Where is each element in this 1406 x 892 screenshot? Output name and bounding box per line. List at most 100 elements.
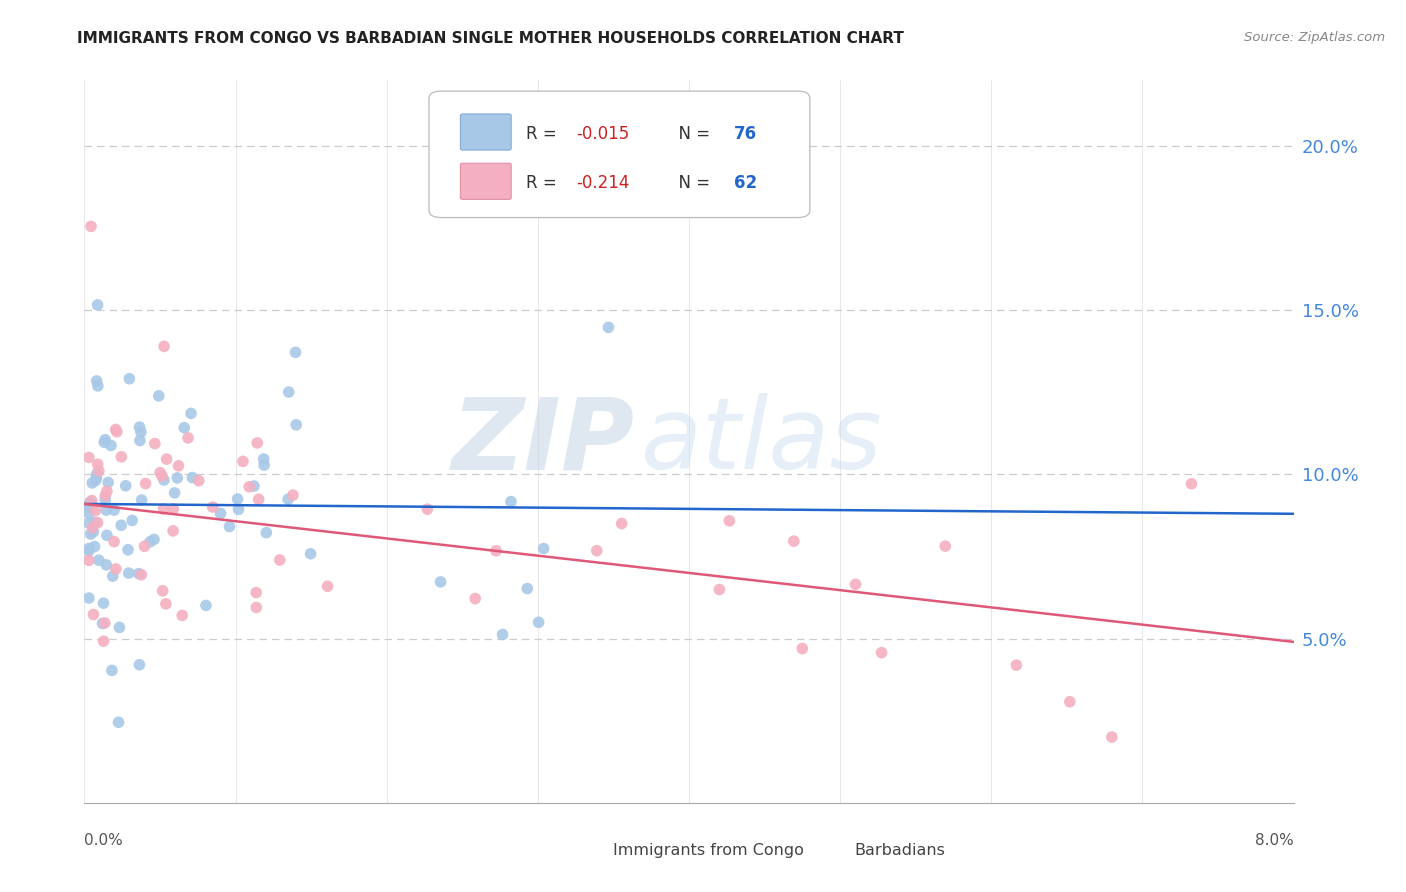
Point: [86, 298, 108, 312]
Point: [499, 494, 522, 508]
FancyBboxPatch shape: [807, 838, 849, 862]
Point: [77, 591, 100, 605]
Point: [299, 547, 322, 561]
Text: -0.214: -0.214: [576, 175, 630, 193]
Point: [94, 492, 117, 507]
Text: Barbadians: Barbadians: [855, 843, 945, 858]
Text: 8.0%: 8.0%: [1254, 833, 1294, 848]
FancyBboxPatch shape: [429, 91, 810, 218]
Point: [128, 420, 150, 434]
Point: [527, 615, 550, 630]
Point: [82, 524, 104, 539]
Point: [464, 591, 486, 606]
Point: [134, 539, 156, 553]
Point: [131, 567, 153, 582]
Point: [77, 500, 100, 514]
Point: [128, 566, 150, 581]
Point: [149, 466, 172, 480]
Point: [172, 608, 194, 623]
Point: [485, 543, 508, 558]
Text: R =: R =: [526, 125, 562, 144]
Point: [83, 516, 105, 530]
Point: [187, 474, 209, 488]
Point: [91, 616, 114, 631]
Point: [110, 518, 132, 533]
Point: [1101, 730, 1123, 744]
Point: [246, 436, 269, 450]
Point: [194, 599, 217, 613]
Point: [152, 583, 174, 598]
Point: [585, 543, 607, 558]
Point: [96, 528, 118, 542]
Point: [86, 458, 108, 472]
Point: [84, 503, 107, 517]
Point: [167, 458, 190, 473]
Point: [152, 502, 174, 516]
Point: [86, 374, 108, 388]
Point: [253, 452, 276, 467]
Point: [845, 577, 868, 591]
Text: Immigrants from Congo: Immigrants from Congo: [613, 843, 804, 858]
Point: [93, 596, 115, 610]
Point: [228, 502, 250, 516]
Point: [153, 473, 176, 487]
Point: [86, 516, 108, 530]
Point: [103, 503, 125, 517]
Point: [316, 579, 339, 593]
Point: [83, 540, 105, 554]
Point: [121, 513, 143, 527]
Point: [491, 627, 513, 641]
Point: [108, 620, 131, 634]
Point: [79, 527, 101, 541]
Point: [281, 488, 304, 502]
Point: [77, 553, 100, 567]
Point: [1180, 476, 1202, 491]
Point: [118, 566, 141, 580]
FancyBboxPatch shape: [565, 838, 607, 862]
Point: [792, 641, 814, 656]
Point: [117, 542, 139, 557]
Point: [155, 597, 177, 611]
Text: ZIP: ZIP: [451, 393, 634, 490]
Point: [87, 379, 110, 393]
Point: [114, 479, 136, 493]
Point: [103, 534, 125, 549]
Point: [94, 433, 117, 447]
Point: [96, 503, 118, 517]
Point: [101, 569, 124, 583]
Point: [101, 664, 124, 678]
Point: [80, 219, 103, 234]
Point: [285, 417, 308, 432]
Point: [77, 506, 100, 520]
Point: [1059, 695, 1081, 709]
Point: [86, 470, 108, 484]
Point: [598, 320, 620, 334]
Point: [100, 438, 122, 452]
Point: [173, 420, 195, 434]
Point: [77, 543, 100, 558]
Point: [163, 486, 186, 500]
Point: [709, 582, 731, 597]
Point: [143, 533, 166, 547]
Text: -0.015: -0.015: [576, 125, 630, 144]
Point: [128, 657, 150, 672]
Point: [150, 469, 173, 483]
Text: R =: R =: [526, 175, 562, 193]
Point: [87, 464, 110, 478]
Text: IMMIGRANTS FROM CONGO VS BARBADIAN SINGLE MOTHER HOUSEHOLDS CORRELATION CHART: IMMIGRANTS FROM CONGO VS BARBADIAN SINGL…: [77, 31, 904, 46]
Point: [131, 493, 153, 508]
Point: [104, 422, 127, 436]
Point: [77, 516, 100, 530]
Point: [162, 524, 184, 538]
Point: [253, 458, 276, 472]
Point: [118, 372, 141, 386]
Point: [96, 558, 118, 572]
Point: [269, 553, 291, 567]
Point: [97, 475, 120, 490]
Text: Source: ZipAtlas.com: Source: ZipAtlas.com: [1244, 31, 1385, 45]
Point: [429, 574, 451, 589]
Point: [93, 634, 115, 648]
Point: [533, 541, 555, 556]
Point: [93, 435, 115, 450]
Point: [79, 495, 101, 509]
